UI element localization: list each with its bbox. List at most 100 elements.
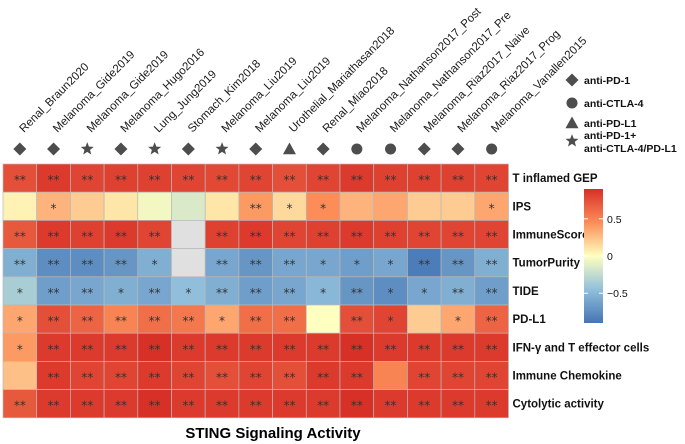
heatmap-cell (204, 332, 240, 362)
significance-mark: ** (351, 173, 363, 187)
significance-mark: ** (182, 371, 194, 385)
heatmap-cell (103, 248, 139, 278)
significance-mark: ** (115, 258, 127, 272)
heatmap-cell (103, 389, 139, 419)
row-label: Immune Chemokine (513, 371, 622, 383)
significance-mark: ** (452, 230, 464, 244)
circle-marker (385, 143, 397, 155)
significance-mark: ** (250, 371, 262, 385)
significance-mark: ** (418, 258, 430, 272)
significance-mark: ** (216, 258, 228, 272)
significance-mark: ** (317, 230, 329, 244)
heatmap-cell (407, 220, 442, 249)
significance-mark: ** (351, 371, 363, 385)
significance-mark: ** (452, 286, 464, 300)
significance-mark: ** (115, 371, 127, 385)
significance-mark: * (320, 286, 326, 300)
heatmap-cell (339, 304, 375, 334)
significance-mark: ** (418, 371, 430, 385)
heatmap-cell (373, 191, 408, 221)
significance-mark: ** (81, 230, 93, 244)
significance-mark: ** (317, 173, 329, 187)
heatmap-cell (474, 163, 509, 193)
significance-mark: ** (486, 286, 498, 300)
significance-mark: * (388, 258, 394, 272)
colorbar-tick-label: 0.5 (607, 214, 622, 226)
significance-mark: ** (48, 314, 60, 328)
heatmap-cell (440, 163, 476, 193)
heatmap-cell (440, 191, 476, 221)
diamond-marker (417, 142, 431, 156)
significance-mark: ** (317, 399, 329, 413)
significance-mark: ** (385, 399, 397, 413)
significance-mark: ** (351, 342, 363, 356)
significance-mark: ** (48, 342, 60, 356)
significance-mark: ** (250, 173, 262, 187)
colorbar-tick-label: 0 (607, 251, 613, 263)
significance-mark: ** (250, 314, 262, 328)
heatmap-cell (272, 276, 307, 306)
significance-mark: * (286, 201, 292, 215)
significance-mark: * (421, 286, 427, 300)
colorbar-tick-label: −0.5 (607, 288, 628, 300)
diamond-marker (114, 142, 128, 156)
significance-mark: ** (351, 230, 363, 244)
significance-mark: ** (283, 173, 295, 187)
heatmap-cell (238, 389, 273, 419)
significance-mark: ** (115, 342, 127, 356)
significance-mark: ** (48, 371, 60, 385)
significance-mark: ** (81, 314, 93, 328)
significance-mark: ** (149, 230, 161, 244)
significance-mark: ** (250, 399, 262, 413)
legend-label: anti-PD-1+ (584, 130, 636, 142)
heatmap-cell (305, 248, 341, 278)
heatmap-cell (204, 191, 240, 221)
diamond-marker (249, 142, 263, 156)
significance-mark: ** (48, 286, 60, 300)
diamond-marker (316, 142, 330, 156)
significance-mark: ** (48, 173, 60, 187)
heatmap-cell (440, 361, 476, 390)
heatmap-cell (70, 304, 105, 334)
heatmap-cell (474, 389, 509, 419)
heatmap-cell (373, 163, 408, 193)
circle-marker (351, 143, 363, 155)
heatmap-cell (171, 304, 206, 334)
significance-mark: ** (351, 286, 363, 300)
significance-mark: ** (216, 371, 228, 385)
heatmap-cell (36, 389, 71, 419)
heatmap-cell (373, 332, 408, 362)
heatmap-cell (373, 389, 408, 419)
significance-mark: ** (418, 173, 430, 187)
row-labels: T inflamed GEP IPS ImmuneScore TumorPurity T… (513, 173, 650, 411)
heatmap-cell (36, 332, 71, 362)
significance-mark: * (152, 258, 158, 272)
significance-mark: ** (385, 230, 397, 244)
significance-mark: * (320, 258, 326, 272)
heatmap-cell (204, 248, 240, 278)
significance-mark: * (388, 286, 394, 300)
x-axis-title: STING Signaling Activity (185, 425, 361, 442)
significance-mark: ** (115, 314, 127, 328)
column-label: Lung_Jung2019 (152, 68, 219, 135)
significance-mark: * (17, 314, 23, 328)
significance-mark: ** (48, 258, 60, 272)
significance-mark: ** (486, 399, 498, 413)
heatmap-cell (305, 191, 341, 221)
row-label: TIDE (513, 286, 540, 298)
heatmap-cell (171, 163, 206, 193)
significance-mark: ** (452, 371, 464, 385)
legend-label: anti-CTLA-4 (584, 98, 644, 110)
heatmap-cell (2, 163, 38, 193)
significance-mark: ** (317, 371, 329, 385)
significance-mark: ** (81, 342, 93, 356)
heatmap-cell (238, 220, 273, 249)
significance-mark: ** (149, 173, 161, 187)
heatmap-cell (305, 361, 341, 390)
significance-mark: ** (182, 399, 194, 413)
heatmap-cell (204, 304, 240, 334)
heatmap-cell (407, 163, 442, 193)
heatmap-cell (373, 361, 408, 390)
heatmap-cell (407, 304, 442, 334)
heatmap-cell (2, 361, 38, 390)
